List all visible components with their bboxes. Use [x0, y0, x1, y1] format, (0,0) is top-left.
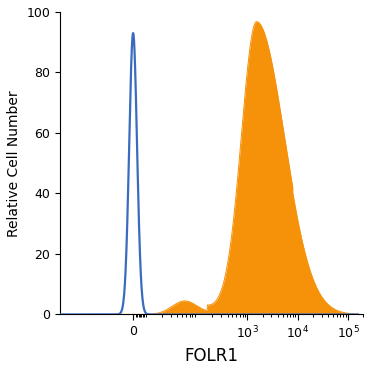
Y-axis label: Relative Cell Number: Relative Cell Number [7, 90, 21, 237]
X-axis label: FOLR1: FOLR1 [185, 347, 239, 365]
